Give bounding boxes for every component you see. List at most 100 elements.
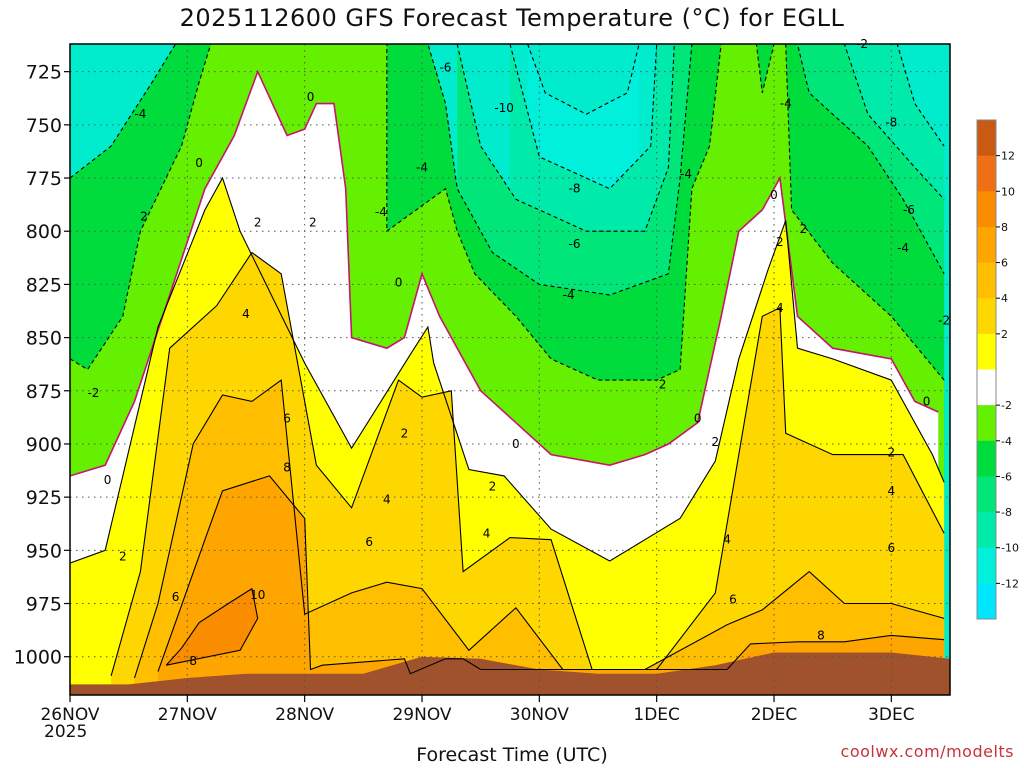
- contour-label: -4: [134, 107, 146, 121]
- isotherm-2: [70, 176, 945, 564]
- colorbar-label: -4: [1001, 435, 1012, 448]
- contour-label: 4: [483, 526, 491, 540]
- contour-label: -4: [375, 205, 387, 219]
- colorbar-label: -8: [1001, 506, 1012, 519]
- isotherm--10: [527, 44, 640, 115]
- contour-label: 2: [800, 222, 808, 236]
- x-axis-year-label: 2025: [44, 722, 88, 742]
- x-tick-label: 1DEC: [633, 705, 680, 725]
- contour-label: 10: [250, 588, 265, 602]
- contour-label: 0: [512, 437, 520, 451]
- contour-label: 2: [254, 216, 262, 230]
- colorbar-swatch: [977, 333, 996, 370]
- colorbar-swatch: [977, 298, 996, 335]
- contour-label: 4: [383, 492, 391, 506]
- contour-label: -8: [885, 116, 897, 130]
- contour-label: 4: [888, 484, 896, 498]
- contour-label: 0: [395, 275, 403, 289]
- x-tick-label: 27NOV: [158, 705, 217, 725]
- colorbar-label: -6: [1001, 470, 1012, 483]
- y-tick-label: 800: [26, 221, 62, 243]
- contour-label: -8: [569, 182, 581, 196]
- contour-label: 4: [242, 307, 250, 321]
- y-axis: 725 750 775 800 825 850 875 900 925 950 975 1000: [14, 62, 70, 669]
- contour-label: 2: [309, 216, 317, 230]
- isotherm--4: [70, 44, 945, 296]
- y-tick-label: 750: [26, 115, 62, 137]
- y-tick-label: 950: [26, 540, 62, 562]
- y-tick-label: 850: [26, 328, 62, 350]
- colorbar: 12 10 8 6 4 2 -2 -4 -6 -8 -10 -12: [976, 119, 1019, 620]
- isotherm-8: [157, 475, 945, 675]
- y-tick-label: 1000: [14, 647, 62, 669]
- contour-label: -4: [563, 288, 575, 302]
- y-tick-label: 925: [26, 487, 62, 509]
- x-axis: 26NOV 27NOV 28NOV 29NOV 30NOV 1DEC 2DEC 3DEC: [40, 695, 915, 725]
- contour-label: 2: [659, 377, 667, 391]
- chart-title: 2025112600 GFS Forecast Temperature (°C)…: [179, 4, 845, 32]
- y-tick-label: 875: [26, 381, 62, 403]
- colorbar-swatch: [977, 369, 996, 406]
- terrain: [70, 652, 950, 695]
- contour-label: 0: [923, 394, 931, 408]
- contour-label: 8: [189, 654, 197, 668]
- contour-label: -4: [680, 167, 692, 181]
- contour-label: 6: [283, 411, 291, 425]
- colorbar-swatch: [977, 512, 996, 549]
- x-tick-label: 2DEC: [751, 705, 798, 725]
- contour-label: 6: [729, 592, 737, 606]
- colorbar-label: 2: [1001, 328, 1008, 341]
- contour-label: 6: [888, 541, 896, 555]
- colorbar-label: 4: [1001, 292, 1008, 305]
- colorbar-swatch: [977, 547, 996, 584]
- colorbar-swatch: [977, 405, 996, 442]
- contour-label: -6: [439, 60, 451, 74]
- colorbar-swatch: [977, 120, 996, 157]
- isotherm-lines: [70, 44, 945, 679]
- colorbar-label: 10: [1001, 185, 1015, 198]
- contour-label: 0: [770, 188, 778, 202]
- isotherm-4: [110, 251, 945, 677]
- contour-label: -4: [780, 97, 792, 111]
- y-tick-label: 775: [26, 168, 62, 190]
- contour-label: 0: [195, 156, 203, 170]
- isotherm-6: [133, 379, 945, 679]
- colorbar-swatch: [977, 476, 996, 513]
- colorbar-label: -10: [1001, 542, 1019, 555]
- isotherm-10: [165, 587, 259, 666]
- contour-label: -4: [897, 241, 909, 255]
- terrain-fill: [70, 652, 950, 695]
- colorbar-swatch: [977, 226, 996, 264]
- y-tick-label: 900: [26, 434, 62, 456]
- colorbar-frame: [976, 119, 997, 620]
- colorbar-label: -12: [1001, 577, 1019, 590]
- colorbar-swatch: [977, 583, 996, 620]
- colorbar-swatch: [977, 440, 996, 477]
- contour-label: 2: [776, 235, 784, 249]
- contour-label: 8: [817, 628, 825, 642]
- y-tick-label: 975: [26, 594, 62, 616]
- contour-label: 6: [172, 590, 180, 604]
- contour-label: -2: [938, 314, 950, 328]
- x-tick-label: 3DEC: [868, 705, 915, 725]
- contour-label: -4: [416, 160, 428, 174]
- contour-label: -10: [494, 101, 514, 115]
- contour-label: 4: [723, 533, 731, 547]
- band-6: [134, 380, 945, 695]
- colorbar-label: 6: [1001, 257, 1008, 270]
- colorbar-swatch: [977, 262, 996, 299]
- contour-label: 0: [104, 473, 112, 487]
- x-axis-title: Forecast Time (UTC): [416, 744, 608, 766]
- contour-label: 2: [119, 550, 127, 564]
- contour-label: 4: [776, 301, 784, 315]
- contour-label: 6: [365, 535, 373, 549]
- band-4: [111, 252, 945, 695]
- contour-label: 2: [712, 435, 720, 449]
- colorbar-swatch: [977, 191, 996, 228]
- x-tick-label: 29NOV: [392, 705, 451, 725]
- isotherm--2: [70, 44, 945, 381]
- colorbar-label: 8: [1001, 221, 1008, 234]
- plot-frame: [69, 43, 951, 696]
- contour-label: 2: [489, 480, 497, 494]
